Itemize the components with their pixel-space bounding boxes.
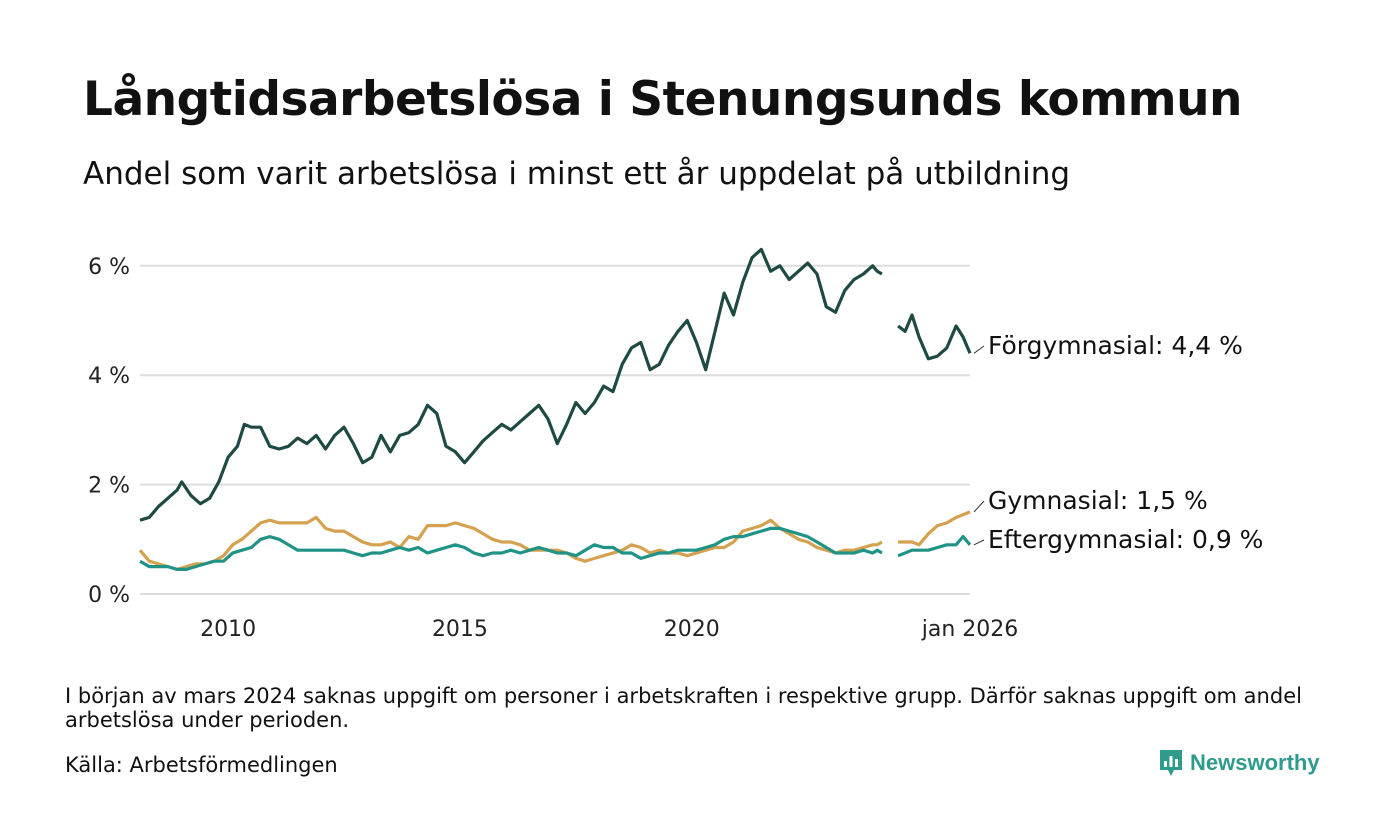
series-line-eftergymnasial bbox=[897, 535, 972, 558]
grid-lines bbox=[140, 264, 970, 595]
brand-logo: Newsworthy bbox=[1158, 748, 1320, 778]
line-chart: 0 % 2 % 4 % 6 % 2010 2015 2020 jan 2026 Förgym… bbox=[88, 247, 1263, 642]
x-tick-label: 2015 bbox=[432, 617, 488, 642]
series-line-gymnasial bbox=[898, 510, 971, 547]
label-connector bbox=[973, 539, 985, 546]
x-tick-label: 2020 bbox=[664, 617, 720, 642]
series-line-eftergymnasial bbox=[139, 526, 883, 571]
y-tick-label: 4 % bbox=[88, 364, 130, 389]
series-line-forgymnasial bbox=[139, 247, 883, 522]
end-label-gymnasial: Gymnasial: 1,5 % bbox=[988, 486, 1208, 515]
series-line-forgymnasial bbox=[897, 313, 972, 361]
y-tick-label: 0 % bbox=[88, 583, 130, 608]
x-tick-label: 2010 bbox=[200, 617, 256, 642]
chart-subtitle: Andel som varit arbetslösa i minst ett å… bbox=[83, 156, 1071, 192]
y-tick-label: 2 % bbox=[88, 474, 130, 499]
end-label-forgymnasial: Förgymnasial: 4,4 % bbox=[988, 331, 1243, 360]
footnote: I början av mars 2024 saknas uppgift om … bbox=[65, 684, 1302, 732]
end-label-eftergymnasial: Eftergymnasial: 0,9 % bbox=[988, 525, 1263, 554]
label-connector bbox=[973, 345, 985, 354]
newsworthy-logo-icon bbox=[1160, 750, 1182, 776]
y-axis-ticks: 0 % 2 % 4 % 6 % bbox=[88, 255, 130, 608]
source-credit: Källa: Arbetsförmedlingen bbox=[65, 753, 338, 777]
end-labels: Förgymnasial: 4,4 % Gymnasial: 1,5 % Efter… bbox=[973, 331, 1263, 554]
label-connector bbox=[973, 500, 985, 513]
chart-title: Långtidsarbetslösa i Stenungsunds kommun bbox=[83, 72, 1243, 127]
y-tick-label: 6 % bbox=[88, 255, 130, 280]
series-line-gymnasial bbox=[138, 515, 883, 571]
brand-name: Newsworthy bbox=[1190, 750, 1320, 775]
x-tick-label: jan 2026 bbox=[921, 617, 1019, 642]
series-lines bbox=[138, 247, 972, 571]
x-axis-ticks: 2010 2015 2020 jan 2026 bbox=[200, 617, 1018, 642]
